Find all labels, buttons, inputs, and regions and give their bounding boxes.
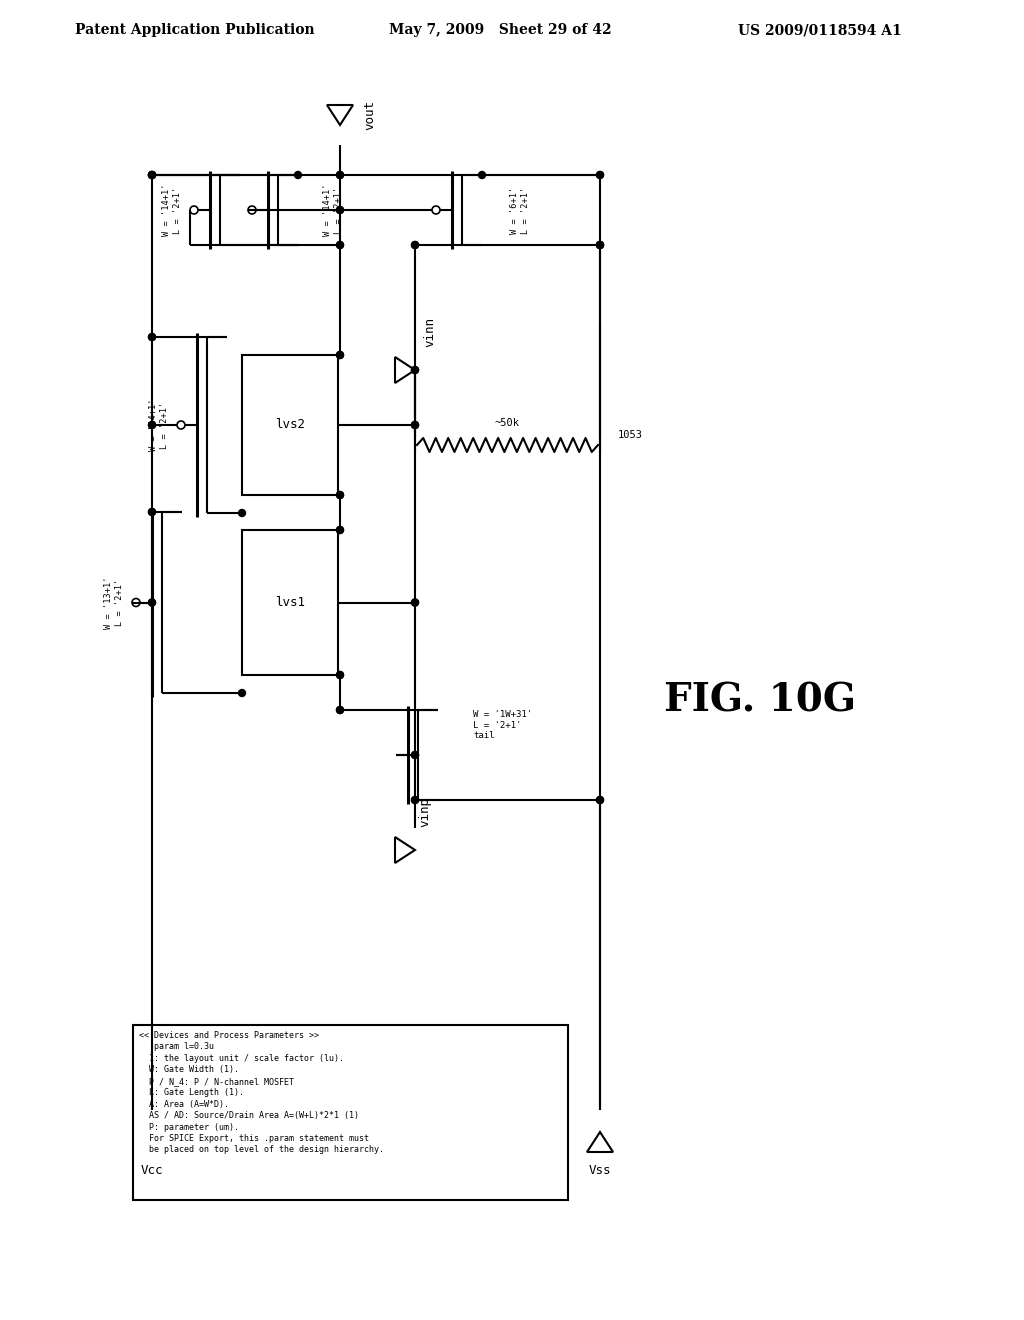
Circle shape [337,206,343,214]
Circle shape [597,172,603,178]
Circle shape [148,172,156,178]
Circle shape [337,491,343,499]
Circle shape [412,751,419,759]
Bar [133,1026,568,1200]
Bar [242,355,338,495]
Circle shape [132,598,140,606]
Circle shape [248,206,256,214]
Text: W = '14+1'
L = '2+1': W = '14+1' L = '2+1' [324,183,343,236]
Circle shape [148,334,156,341]
Circle shape [337,706,343,714]
Circle shape [148,334,156,341]
Text: vinp: vinp [419,797,431,828]
Text: 1053: 1053 [618,430,643,440]
Polygon shape [139,1133,165,1152]
Text: lvs2: lvs2 [275,418,305,432]
Circle shape [148,172,156,178]
Text: May 7, 2009   Sheet 29 of 42: May 7, 2009 Sheet 29 of 42 [389,22,611,37]
Circle shape [597,242,603,248]
Circle shape [478,172,485,178]
Circle shape [239,689,246,697]
Text: << Devices and Process Parameters >>
  .param l=0.3u
  1: the layout unit / scal: << Devices and Process Parameters >> .pa… [139,1031,384,1155]
Text: US 2009/0118594 A1: US 2009/0118594 A1 [738,22,902,37]
Polygon shape [395,837,415,863]
Circle shape [148,421,156,429]
Circle shape [337,527,343,533]
Text: lvs1: lvs1 [275,597,305,609]
Text: W = '14+1'
L = '2+1': W = '14+1' L = '2+1' [162,183,181,236]
Circle shape [412,796,419,804]
Circle shape [337,351,343,359]
Text: W = '6+1'
L = '2+1': W = '6+1' L = '2+1' [510,186,529,234]
Text: Vss: Vss [589,1163,611,1176]
Circle shape [148,508,156,516]
Circle shape [177,421,185,429]
Circle shape [412,599,419,606]
Circle shape [412,751,419,759]
Circle shape [597,242,603,248]
Circle shape [337,242,343,248]
Circle shape [337,672,343,678]
Polygon shape [395,356,415,383]
Circle shape [148,172,156,178]
Circle shape [597,242,603,248]
Bar [242,531,338,675]
Circle shape [148,172,156,178]
Circle shape [148,599,156,606]
Polygon shape [327,106,353,125]
Text: W = '1W+31'
L = '2+1'
tail: W = '1W+31' L = '2+1' tail [473,710,532,741]
Text: vout: vout [364,100,377,129]
Circle shape [412,242,419,248]
Circle shape [412,421,419,429]
Circle shape [597,796,603,804]
Circle shape [412,421,419,429]
Text: W = '14+1'
L = '2+1': W = '14+1' L = '2+1' [150,399,169,451]
Text: W = '13+1'
L = '2+1': W = '13+1' L = '2+1' [104,577,124,628]
Circle shape [190,206,198,214]
Circle shape [597,172,603,178]
Text: ~50k: ~50k [495,418,519,428]
Circle shape [295,172,301,178]
Circle shape [337,706,343,714]
Circle shape [337,172,343,178]
Circle shape [412,367,419,374]
Circle shape [432,206,440,214]
Circle shape [148,508,156,516]
Circle shape [337,351,343,359]
Circle shape [337,491,343,499]
Circle shape [412,796,419,804]
Circle shape [239,510,246,516]
Circle shape [337,672,343,678]
Polygon shape [587,1133,613,1152]
Text: vinn: vinn [424,317,436,347]
Circle shape [337,242,343,248]
Circle shape [337,206,343,214]
Circle shape [412,242,419,248]
Circle shape [337,527,343,533]
Circle shape [337,172,343,178]
Circle shape [148,599,156,606]
Circle shape [148,421,156,429]
Text: FIG. 10G: FIG. 10G [664,681,856,719]
Text: Patent Application Publication: Patent Application Publication [75,22,314,37]
Circle shape [597,796,603,804]
Text: Vcc: Vcc [140,1163,163,1176]
Circle shape [412,599,419,606]
Circle shape [412,367,419,374]
